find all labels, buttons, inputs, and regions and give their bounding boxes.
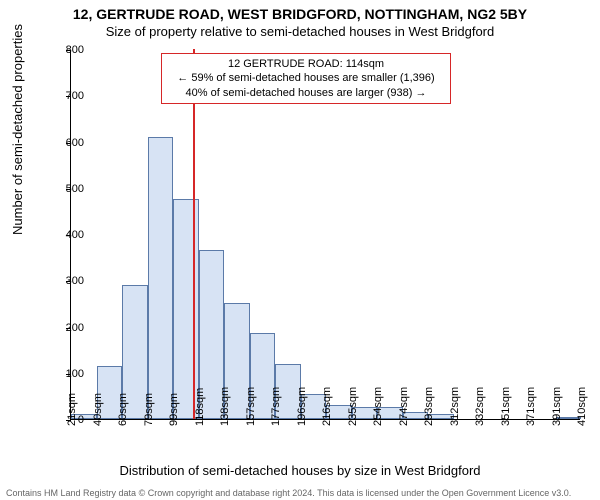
annotation-line: 40% of semi-detached houses are larger (… bbox=[168, 86, 444, 100]
chart-area: 12 GERTRUDE ROAD: 114sqm← 59% of semi-de… bbox=[70, 50, 580, 420]
chart-container: 12, GERTRUDE ROAD, WEST BRIDGFORD, NOTTI… bbox=[0, 0, 600, 500]
annotation-line: 12 GERTRUDE ROAD: 114sqm bbox=[168, 57, 444, 71]
y-tick-label: 700 bbox=[44, 90, 84, 102]
y-tick-label: 200 bbox=[44, 322, 84, 334]
y-tick-label: 300 bbox=[44, 275, 84, 287]
y-tick-label: 600 bbox=[44, 137, 84, 149]
footer-attribution: Contains HM Land Registry data © Crown c… bbox=[0, 486, 600, 500]
y-tick-label: 800 bbox=[44, 44, 84, 56]
chart-title: 12, GERTRUDE ROAD, WEST BRIDGFORD, NOTTI… bbox=[0, 0, 600, 22]
reference-line bbox=[193, 49, 195, 419]
y-axis-label: Number of semi-detached properties bbox=[10, 24, 25, 235]
chart-subtitle: Size of property relative to semi-detach… bbox=[0, 22, 600, 39]
histogram-bar bbox=[148, 137, 174, 419]
y-tick-label: 100 bbox=[44, 368, 84, 380]
plot-region: 12 GERTRUDE ROAD: 114sqm← 59% of semi-de… bbox=[70, 50, 580, 420]
annotation-box: 12 GERTRUDE ROAD: 114sqm← 59% of semi-de… bbox=[161, 53, 451, 104]
y-tick-label: 0 bbox=[44, 414, 84, 426]
x-axis-label: Distribution of semi-detached houses by … bbox=[0, 463, 600, 478]
annotation-line: ← 59% of semi-detached houses are smalle… bbox=[168, 71, 444, 85]
y-tick-label: 500 bbox=[44, 183, 84, 195]
y-tick-label: 400 bbox=[44, 229, 84, 241]
